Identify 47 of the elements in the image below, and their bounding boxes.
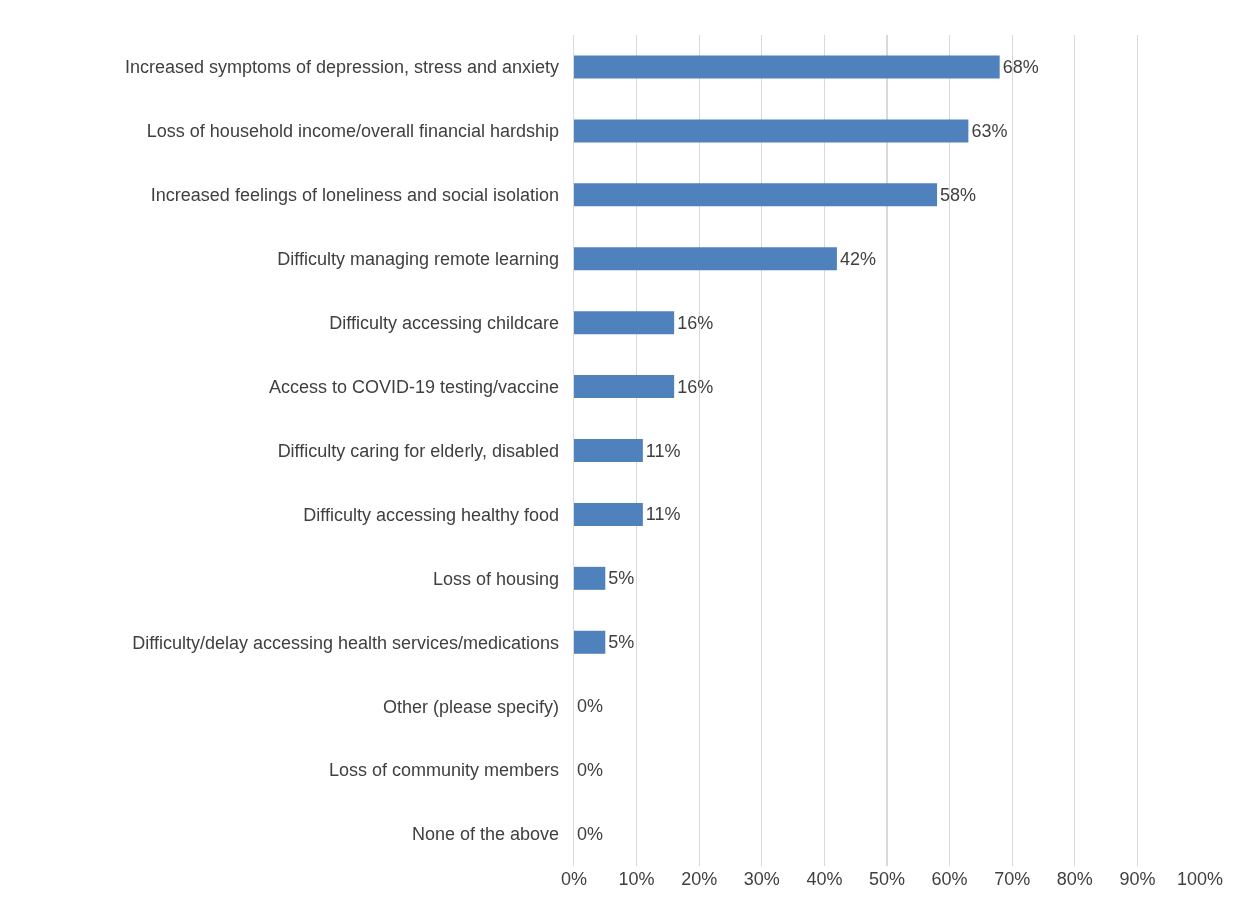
bar [574,438,643,463]
y-tick-label: Difficulty accessing childcare [329,312,560,333]
data-label: 11% [645,504,681,525]
x-tick-label: 20% [681,869,718,889]
bar [574,119,969,143]
y-tick-label: None of the above [411,824,560,845]
x-tick-label: 100% [1176,869,1224,889]
y-tick-label: Loss of community members [329,760,560,781]
bar [574,630,606,654]
data-label: 11% [645,440,681,461]
x-tick-label: 70% [994,869,1031,889]
data-label: 42% [839,248,876,269]
bar [574,502,643,526]
y-tick-label: Other (please specify) [383,696,560,717]
y-tick-label: Increased symptoms of depression, stress and anxiety [124,57,560,78]
x-tick-label: 10% [618,869,655,889]
data-label: 16% [677,376,714,397]
bar [574,247,837,271]
y-tick-label: Difficulty/delay accessing health services/medications [132,632,560,653]
x-tick-label: 40% [806,869,843,889]
x-tick-label: 90% [1119,869,1156,889]
y-tick-label: Loss of housing [433,568,560,589]
data-label: 5% [608,632,635,653]
x-tick-label: 30% [743,869,780,889]
bar [574,311,675,335]
data-label: 5% [608,568,635,589]
y-tick-label: Difficulty managing remote learning [277,249,560,270]
data-label: 63% [971,120,1008,141]
y-tick-label: Loss of household income/overall financial hardship [146,121,560,142]
x-tick-label: 60% [931,869,968,889]
x-tick-label: 0% [560,869,588,889]
y-tick-label: Difficulty accessing healthy food [303,504,560,525]
bar [574,566,606,590]
data-label: 0% [577,696,604,717]
x-tick-label: 80% [1056,869,1093,889]
bar [574,183,938,207]
data-label: 0% [577,824,604,845]
data-label: 16% [677,312,714,333]
bar [574,55,1000,79]
x-tick-label: 50% [868,869,906,889]
data-label: 58% [940,184,977,205]
y-tick-label: Increased feelings of loneliness and social isolation [150,185,560,206]
bar [574,375,675,399]
data-label: 0% [577,760,604,781]
data-label: 68% [1002,56,1039,77]
y-tick-label: Difficulty caring for elderly, disabled [277,440,560,461]
y-tick-label: Access to COVID-19 testing/vaccine [268,376,560,397]
